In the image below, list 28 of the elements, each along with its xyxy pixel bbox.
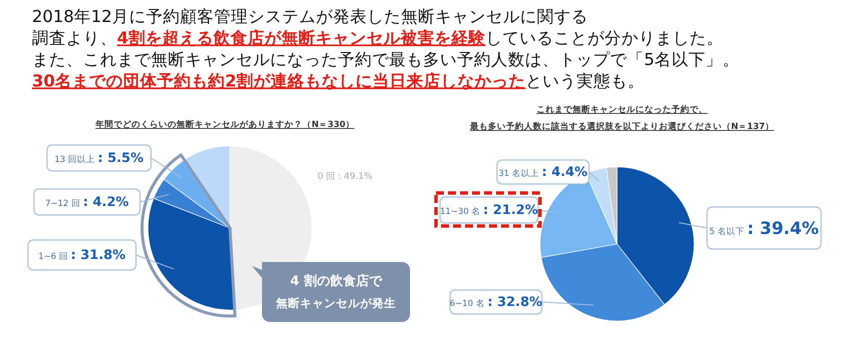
text: 調査より、 (32, 28, 117, 48)
slice-label: 5 名以下 (709, 226, 748, 237)
text: していることが分かりました。 (485, 28, 724, 48)
chart-title: これまで無断キャンセルになった予約で、 (536, 104, 708, 115)
text: 4 割の飲食店で (290, 273, 383, 289)
data-label: : 32.8% (487, 295, 542, 310)
text: 2018年12月に予約顧客管理システムが発表した無断キャンセルに関する (32, 7, 588, 26)
slice-label: 6~10 名 (450, 298, 488, 309)
data-label: : 5.5% (98, 151, 144, 166)
text: 無断キャンセルが発生 (275, 296, 396, 310)
chart-subtitle: 最も多い予約人数に該当する選択肢を以下よりお選びください（N＝137） (469, 121, 774, 132)
text: 30名までの団体予約も約2割が連絡もなしに当日来店しなかった (32, 72, 526, 90)
data-label: : 31.8% (70, 248, 126, 263)
data-label: : 21.2% (483, 203, 538, 218)
text: 4割を超える飲食店が無断キャンセル被害を経験 (117, 28, 486, 48)
data-label: : 49.1% (338, 172, 373, 182)
text: という実態も。 (525, 72, 644, 90)
data-label: : 4.2% (82, 195, 129, 210)
slice-label: 1~6 回 (38, 252, 71, 262)
text: また、これまで無断キャンセルになった予約で最も多い予約人数は、トップで「5名以下」。 (32, 50, 740, 69)
slice-label: 31 名以上 (498, 168, 542, 179)
data-label: : 4.4% (542, 165, 588, 180)
slice-label: 0 回 (318, 172, 338, 182)
slice-label: 7~12 回 (45, 199, 83, 209)
slice-label: 11~30 名 (440, 206, 484, 217)
data-label: : 39.4% (747, 219, 819, 239)
chart-title: 年間でどのくらいの無断キャンセルがありますか？（N＝330） (94, 119, 354, 130)
slice-label: 13 回以上 (54, 154, 98, 165)
